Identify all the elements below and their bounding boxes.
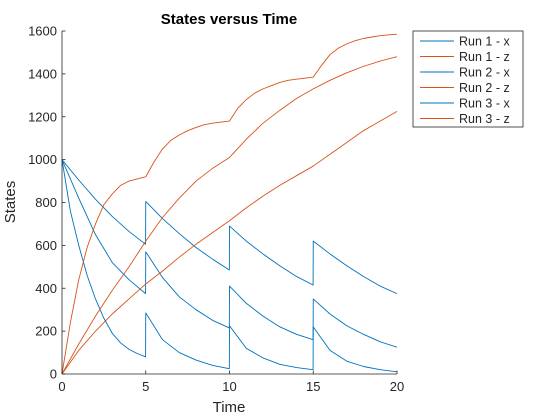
legend-label: Run 3 - x bbox=[459, 97, 510, 111]
y-tick-label: 400 bbox=[35, 281, 57, 296]
y-axis-title: States bbox=[2, 181, 19, 224]
series-line-5 bbox=[61, 159, 398, 373]
x-tick-label: 5 bbox=[142, 379, 149, 394]
series-line-1 bbox=[61, 159, 398, 295]
series-line-6 bbox=[61, 33, 398, 375]
series-line-2 bbox=[61, 56, 398, 375]
legend-label: Run 2 - x bbox=[459, 66, 510, 80]
y-tick-label: 1200 bbox=[28, 109, 57, 124]
legend-box bbox=[412, 30, 524, 128]
series-line-3 bbox=[61, 159, 398, 348]
x-axis-title: Time bbox=[213, 399, 246, 416]
x-tick-label: 15 bbox=[306, 379, 320, 394]
y-tick-label: 1400 bbox=[28, 66, 57, 81]
y-tick-label: 200 bbox=[35, 324, 57, 339]
series-line-4 bbox=[61, 111, 398, 375]
y-tick-label: 1000 bbox=[28, 152, 57, 167]
legend-label: Run 2 - z bbox=[459, 81, 510, 95]
y-tick-label: 800 bbox=[35, 195, 57, 210]
x-tick-label: 10 bbox=[222, 379, 236, 394]
x-ticks: 0 5 10 15 20 bbox=[58, 370, 404, 394]
y-tick-label: 0 bbox=[50, 367, 57, 382]
chart-title: States versus Time bbox=[161, 11, 297, 28]
x-tick-label: 0 bbox=[58, 379, 65, 394]
legend-label: Run 1 - x bbox=[459, 35, 510, 49]
legend-label: Run 1 - z bbox=[459, 50, 510, 64]
x-tick-label: 20 bbox=[390, 379, 404, 394]
series-layer bbox=[61, 33, 398, 375]
y-tick-label: 1600 bbox=[28, 24, 57, 39]
y-tick-label: 600 bbox=[35, 238, 57, 253]
y-ticks: 0 200 400 600 800 1000 1200 1400 1600 bbox=[28, 24, 66, 382]
legend-label: Run 3 - z bbox=[459, 112, 510, 126]
